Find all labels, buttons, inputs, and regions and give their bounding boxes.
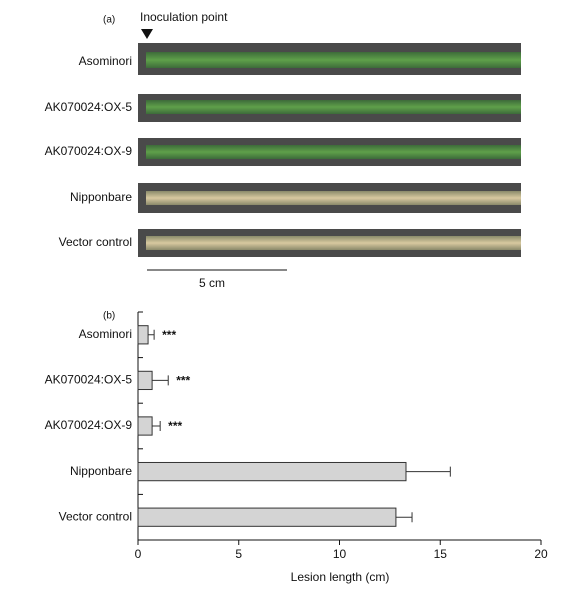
significance-label: *** [168,419,182,433]
leaf-label: AK070024:OX-5 [45,100,133,114]
panel-label: (b) [103,311,115,322]
bar [137,416,153,436]
error-bar [148,329,155,340]
error-bar [152,375,169,386]
x-tick-label: 20 [534,547,548,561]
y-tick-label: AK070024:OX-5 [45,373,133,387]
leaf-label: Asominori [79,54,132,68]
y-tick-label: Vector control [59,509,132,523]
x-tick-label: 10 [333,547,347,561]
bar [137,507,397,527]
x-axis-label: Lesion length (cm) [291,570,390,584]
error-bar [152,421,161,431]
error-bar [395,512,413,523]
leaf [146,100,521,114]
y-tick-label: Nipponbare [70,464,132,478]
y-tick-label: AK070024:OX-9 [45,418,133,432]
leaf [146,52,521,68]
leaf [146,236,521,250]
y-tick-label: Asominori [79,327,132,341]
scale-bar-label: 5 cm [199,276,225,290]
significance-label: *** [162,328,176,342]
panel-label: (a) [103,15,115,26]
x-tick-label: 0 [135,547,142,561]
x-tick-label: 5 [235,547,242,561]
leaf [146,191,521,205]
leaf-label: Vector control [59,235,132,249]
marker-arrow [141,29,153,39]
bar [137,461,407,482]
significance-label: *** [176,374,190,388]
x-tick-label: 15 [434,547,448,561]
marker-label: Inoculation point [140,10,228,24]
leaf-label: AK070024:OX-9 [45,144,133,158]
leaf [146,145,521,159]
leaf-label: Nipponbare [70,190,132,204]
leaf-photos [138,43,521,257]
bar [137,370,153,391]
error-bar [405,466,451,477]
bar [137,325,149,345]
